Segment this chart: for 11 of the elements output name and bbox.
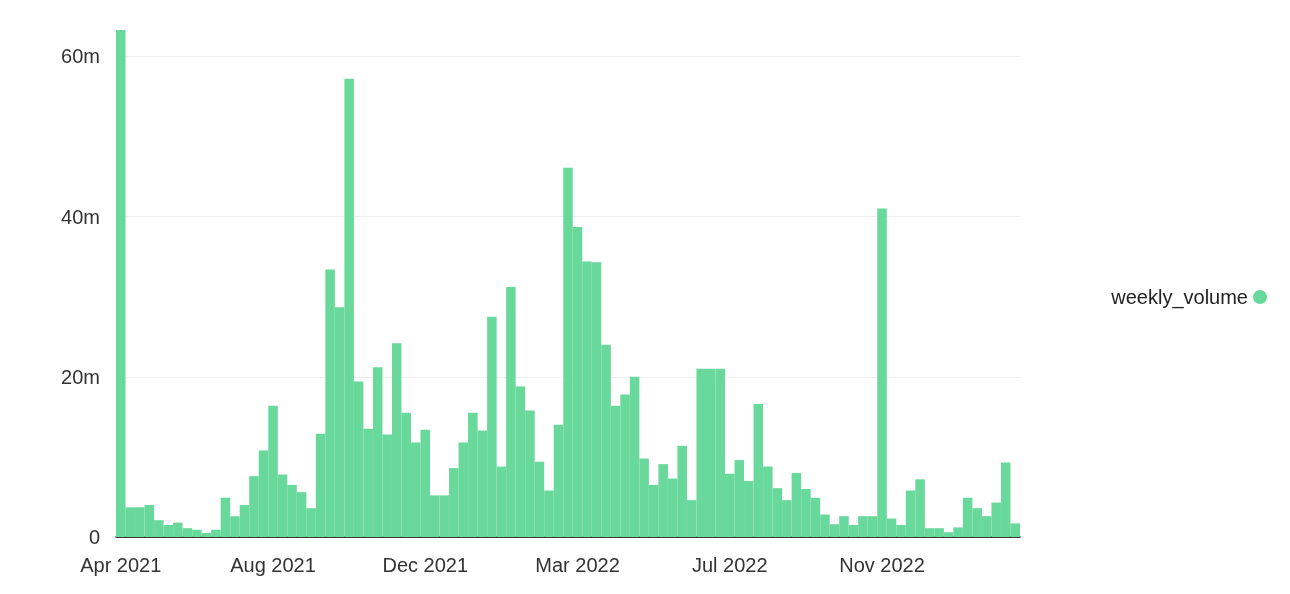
x-tick-label: Jul 2022	[691, 554, 768, 576]
legend-label: weekly_volume	[1110, 286, 1248, 309]
y-tick-label: 40m	[61, 205, 100, 228]
x-tick-label: Dec 2021	[382, 554, 469, 576]
y-tick-label: 20m	[61, 365, 100, 388]
x-tick-label: Apr 2021	[80, 554, 162, 576]
y-tick-label: 60m	[61, 45, 100, 68]
x-tick-label: Nov 2022	[839, 554, 925, 576]
x-tick-label: Aug 2021	[230, 554, 316, 576]
x-tick-label: Mar 2022	[535, 554, 620, 576]
y-tick-label: 0	[88, 526, 100, 548]
